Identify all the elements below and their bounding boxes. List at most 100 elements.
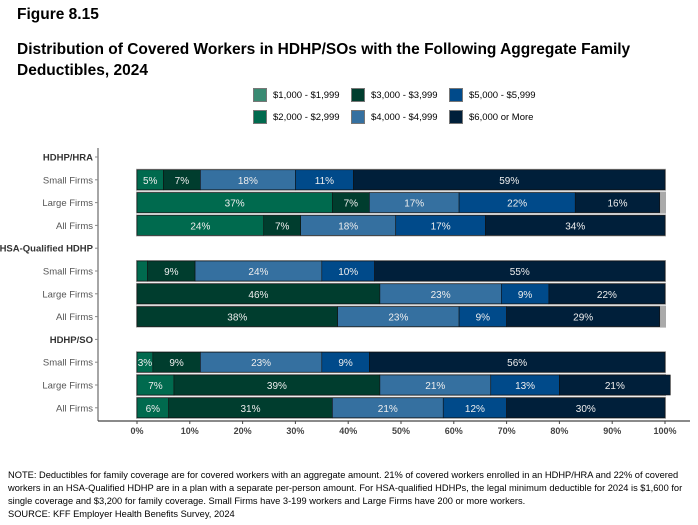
legend-item: $2,000 - $2,999 <box>253 110 351 124</box>
legend-label: $1,000 - $1,999 <box>273 89 340 101</box>
group-label: HDHP/SO <box>50 335 93 346</box>
data-label: 34% <box>565 221 585 232</box>
legend-swatch <box>253 88 267 102</box>
bar-segment <box>548 283 666 305</box>
category-label: Large Firms <box>42 289 93 300</box>
bar-segment <box>574 192 661 213</box>
plot-area: HDHP/HRA HSA-Qualified HDHP HDHP/SO Small F… <box>0 148 690 436</box>
category-label: Small Firms <box>43 267 93 278</box>
data-label: 10% <box>338 267 358 278</box>
chart-title-line2: Deductibles, 2024 <box>17 62 148 79</box>
data-label: 7% <box>175 176 190 187</box>
data-label: 24% <box>248 267 268 278</box>
category-label: Large Firms <box>42 381 93 392</box>
data-label: 17% <box>431 221 451 232</box>
bar-segment <box>506 306 661 327</box>
data-label: 21% <box>378 404 398 415</box>
data-label: 9% <box>476 313 491 324</box>
data-label: 59% <box>499 176 519 187</box>
legend-swatch <box>253 110 267 124</box>
legend-swatch <box>351 88 365 102</box>
data-label: 23% <box>431 290 451 301</box>
bar-segment <box>369 351 666 373</box>
data-label: 5% <box>143 176 158 187</box>
data-label: 31% <box>241 404 261 415</box>
category-label: All Firms <box>56 312 93 323</box>
chart-title-line1: Distribution of Covered Workers in HDHP/… <box>17 41 631 58</box>
group-label: HDHP/HRA <box>43 153 93 164</box>
x-tick-label: 50% <box>392 426 410 436</box>
data-label: 9% <box>518 290 533 301</box>
data-label: 11% <box>315 176 334 187</box>
data-label: 6% <box>146 404 161 415</box>
data-label: 56% <box>507 358 527 369</box>
x-tick-label: 100% <box>653 426 676 436</box>
data-label: 46% <box>248 290 268 301</box>
group-label: HSA-Qualified HDHP <box>0 244 94 255</box>
data-label: 18% <box>238 176 258 187</box>
data-label: 7% <box>344 199 359 210</box>
data-label: 16% <box>607 199 627 210</box>
x-tick-label: 30% <box>286 426 304 436</box>
data-label: 38% <box>227 313 247 324</box>
data-label: 12% <box>465 404 485 415</box>
bar-segment <box>374 260 666 282</box>
category-label: Small Firms <box>43 358 93 369</box>
legend-label: $2,000 - $2,999 <box>273 111 340 123</box>
x-tick-label: 20% <box>234 426 252 436</box>
legend-label: $4,000 - $4,999 <box>371 111 438 123</box>
x-tick-label: 90% <box>603 426 621 436</box>
data-label: 23% <box>388 313 408 324</box>
category-label: Large Firms <box>42 198 93 209</box>
legend-label: $6,000 or More <box>469 111 534 123</box>
data-label: 17% <box>404 199 424 210</box>
legend-item: $3,000 - $3,999 <box>351 88 449 102</box>
bar-segment <box>506 397 666 419</box>
category-label: All Firms <box>56 221 93 232</box>
data-label: 22% <box>507 199 527 210</box>
bar-segment <box>559 374 671 396</box>
legend-label: $5,000 - $5,999 <box>469 89 536 101</box>
data-label: 7% <box>275 221 290 232</box>
data-label: 24% <box>190 221 210 232</box>
legend-item: $6,000 or More <box>449 110 559 124</box>
data-label: 37% <box>225 199 245 210</box>
data-label: 9% <box>169 358 184 369</box>
data-label: 30% <box>576 404 596 415</box>
data-label: 3% <box>138 358 153 369</box>
legend: $1,000 - $1,999 $3,000 - $3,999 $5,000 - $… <box>253 88 559 124</box>
x-tick-label: 80% <box>550 426 568 436</box>
data-label: 7% <box>148 381 163 392</box>
data-label: 18% <box>338 221 358 232</box>
data-label: 29% <box>573 313 593 324</box>
legend-swatch <box>449 110 463 124</box>
data-label: 39% <box>267 381 287 392</box>
x-tick-label: 40% <box>339 426 357 436</box>
x-tick-label: 60% <box>445 426 463 436</box>
data-label: 13% <box>515 381 535 392</box>
x-tick-label: 70% <box>498 426 516 436</box>
note-text: NOTE: Deductibles for family coverage ar… <box>8 470 683 506</box>
legend-item: $1,000 - $1,999 <box>253 88 351 102</box>
data-label: 9% <box>164 267 179 278</box>
data-label: 22% <box>597 290 617 301</box>
bar-segment <box>136 260 148 282</box>
legend-item: $4,000 - $4,999 <box>351 110 449 124</box>
data-label: 21% <box>425 381 445 392</box>
x-tick-label: 0% <box>130 426 143 436</box>
category-label: Small Firms <box>43 175 93 186</box>
data-label: 9% <box>338 358 353 369</box>
legend-swatch <box>449 88 463 102</box>
bar-segment <box>485 215 666 236</box>
data-label: 55% <box>510 267 530 278</box>
legend-item: $5,000 - $5,999 <box>449 88 559 102</box>
x-tick-label: 10% <box>181 426 199 436</box>
legend-swatch <box>351 110 365 124</box>
source-text: SOURCE: KFF Employer Health Benefits Sur… <box>8 509 235 519</box>
data-label: 23% <box>251 358 271 369</box>
category-label: All Firms <box>56 403 93 414</box>
legend-label: $3,000 - $3,999 <box>371 89 438 101</box>
data-label: 21% <box>605 381 625 392</box>
figure-label: Figure 8.15 <box>17 6 99 23</box>
